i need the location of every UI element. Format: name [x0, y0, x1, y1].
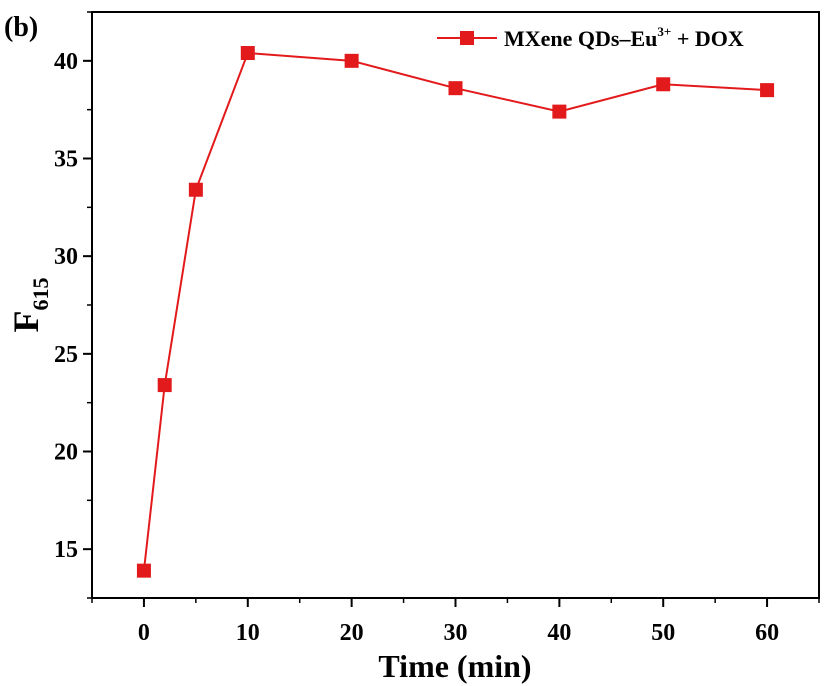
data-point — [136, 563, 151, 578]
x-tick-labels: 0 10 20 30 40 50 60 — [138, 620, 779, 646]
y-tick-label: 15 — [54, 537, 78, 563]
data-point — [188, 182, 203, 197]
data-point — [656, 77, 671, 92]
legend-marker — [460, 31, 474, 45]
legend-label-base: MXene QDs–Eu — [504, 26, 657, 51]
plot-frame — [91, 11, 820, 599]
data-point — [344, 53, 359, 68]
axis-ticks — [83, 11, 820, 607]
x-tick-label: 20 — [340, 620, 364, 646]
svg-text:F615: F615 — [6, 278, 53, 333]
y-axis-title-subscript: 615 — [28, 278, 53, 311]
y-tick-labels: 15 20 25 30 35 40 — [54, 49, 78, 563]
data-point — [760, 83, 775, 98]
y-tick-label: 40 — [54, 49, 78, 75]
y-axis-title: F615 — [6, 278, 53, 333]
y-tick-label: 30 — [54, 244, 78, 270]
x-tick-label: 50 — [651, 620, 675, 646]
x-tick-label: 40 — [547, 620, 571, 646]
x-tick-label: 60 — [755, 620, 779, 646]
y-axis-title-main: F — [6, 311, 46, 333]
legend-label: MXene QDs–Eu3+ + DOX — [504, 24, 744, 51]
legend-label-superscript: 3+ — [657, 24, 671, 39]
x-axis-title: Time (min) — [378, 648, 531, 684]
data-point — [240, 46, 255, 61]
legend: MXene QDs–Eu3+ + DOX — [437, 24, 744, 51]
y-tick-label: 25 — [54, 342, 78, 368]
data-point — [448, 81, 463, 96]
y-tick-label: 20 — [54, 440, 78, 466]
legend-label-tail: + DOX — [671, 26, 744, 51]
x-tick-label: 30 — [444, 620, 468, 646]
series-layer — [136, 46, 775, 578]
x-tick-label: 10 — [236, 620, 260, 646]
y-tick-label: 35 — [54, 147, 78, 173]
x-tick-label: 0 — [138, 620, 150, 646]
data-point — [157, 378, 172, 393]
panel-label: (b) — [4, 12, 38, 43]
data-point — [552, 104, 567, 119]
series-line-0 — [142, 51, 768, 571]
